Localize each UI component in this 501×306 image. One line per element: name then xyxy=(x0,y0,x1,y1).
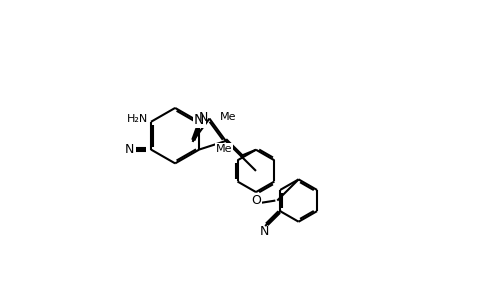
Text: H₂N: H₂N xyxy=(127,114,148,124)
Text: N: N xyxy=(259,225,268,237)
Text: Me: Me xyxy=(215,144,231,155)
Text: N: N xyxy=(125,143,134,156)
Text: O: O xyxy=(250,194,261,207)
Text: Me: Me xyxy=(220,112,236,121)
Text: N: N xyxy=(198,111,207,124)
Text: N: N xyxy=(194,113,204,127)
